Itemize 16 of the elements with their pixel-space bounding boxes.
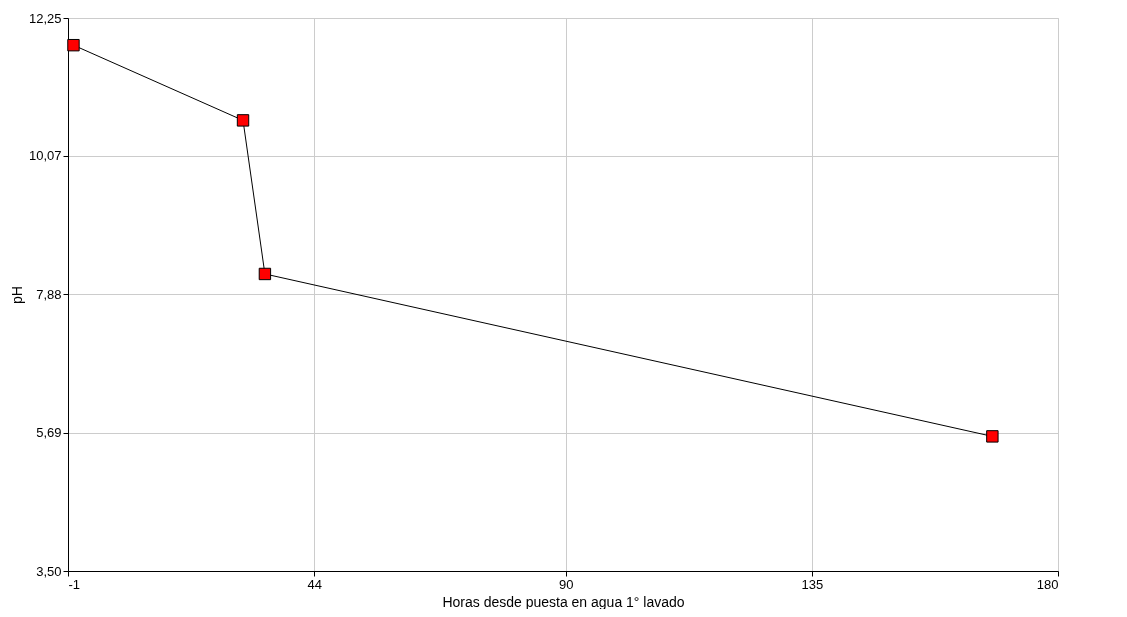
point: [986, 430, 999, 443]
x-axis-title: Horas desde puesta en agua 1° lavado: [442, 593, 685, 610]
point: [236, 114, 250, 127]
x-tick-label: 44: [307, 576, 322, 592]
x-tick-label: 180: [1036, 576, 1059, 592]
point: [258, 267, 272, 281]
y-tick-label: 5,69: [36, 425, 62, 441]
x-tick-label: 90: [559, 576, 574, 592]
y-tick-label: 7,88: [36, 286, 62, 302]
y-tick-label: 12,25: [28, 10, 62, 26]
x-tick-label: 135: [801, 576, 824, 592]
y-axis-title: pH: [8, 286, 25, 304]
point: [67, 38, 80, 52]
y-tick-label: 10,07: [28, 148, 62, 164]
y-tick-label: 3,50: [36, 563, 62, 579]
x-tick-label: -1: [68, 576, 81, 592]
